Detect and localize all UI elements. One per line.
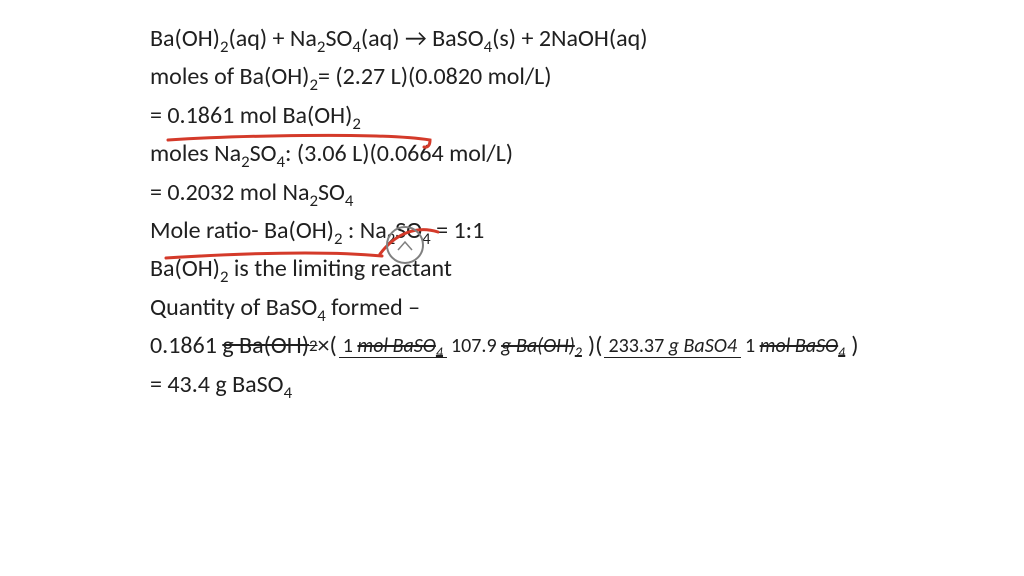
quantity-label: Quantity of BaSO4 formed –	[150, 289, 874, 327]
start-moles: 0.1861	[150, 327, 222, 365]
cancel-mol-baso4-den: mol BaSO4	[760, 334, 846, 358]
baoh2-volume: (2.27 L)	[335, 62, 408, 91]
mole-ratio: Mole ratio- Ba(OH)2 : Na2SO4 = 1:1	[150, 212, 874, 250]
close-open: )(	[588, 327, 603, 365]
moles-baoh2-setup: moles of Ba(OH)2= (2.27 L)(0.0820 mol/L)	[150, 58, 874, 96]
close: )	[851, 327, 858, 365]
fraction-2: 233.37 g BaSO4 1 mol BaSO4	[602, 335, 851, 358]
moles-baoh2-result: = 0.1861 mol Ba(OH)2	[150, 97, 874, 135]
na2so4-moles: 0.2032 mol Na2SO4	[167, 178, 353, 207]
dimensional-analysis: 0.1861 g Ba(OH)2 ×( 1 mol BaSO4 107.9 g …	[150, 327, 874, 365]
moles-na2so4-result: = 0.2032 mol Na2SO4	[150, 174, 874, 212]
fraction-1: 1 mol BaSO4 107.9 g Ba(OH)2	[337, 335, 588, 358]
worked-solution: Ba(OH)2(aq) + Na2SO4(aq) → BaSO4(s) + 2N…	[0, 0, 1024, 404]
times-open: ×(	[318, 327, 337, 365]
final-answer: = 43.4 g BaSO4	[150, 366, 874, 404]
cancel-g-baoh2: g Ba(OH)2	[222, 327, 317, 365]
baoh2-moles: 0.1861 mol Ba(OH)2	[167, 101, 361, 130]
na2so4-volume: (3.06 L)	[297, 139, 370, 168]
g-baso4: g BaSO4	[669, 334, 737, 358]
cancel-mol-baso4-num: mol BaSO4	[357, 334, 443, 358]
na2so4-conc: (0.0664 mol/L)	[370, 139, 514, 168]
answer-value: 43.4 g BaSO4	[167, 370, 292, 399]
cancel-g-baoh2-den: g Ba(OH)2	[501, 334, 582, 358]
baoh2-conc: (0.0820 mol/L)	[408, 62, 552, 91]
moles-na2so4-setup: moles Na2SO4: (3.06 L)(0.0664 mol/L)	[150, 135, 874, 173]
limiting-reactant: Ba(OH)2 is the limiting reactant	[150, 250, 874, 288]
reaction-equation: Ba(OH)2(aq) + Na2SO4(aq) → BaSO4(s) + 2N…	[150, 20, 874, 58]
